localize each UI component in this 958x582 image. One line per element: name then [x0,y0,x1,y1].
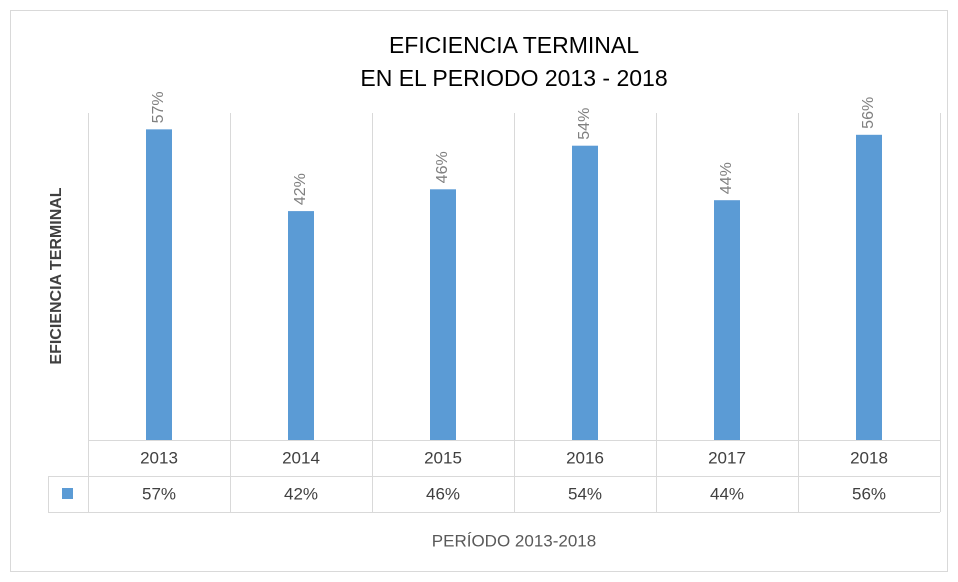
chart-title: EFICIENCIA TERMINAL [389,32,639,58]
bar [856,134,882,441]
data-label: 42% [292,173,309,205]
bar [288,211,314,440]
table-value: 54% [568,484,602,503]
data-label: 44% [718,162,735,194]
x-tick-label: 2016 [566,448,604,467]
table-value: 57% [142,484,176,503]
bar [430,189,456,440]
x-tick-label: 2013 [140,448,178,467]
data-label: 54% [576,108,593,140]
bar [146,129,172,440]
table-value: 44% [710,484,744,503]
x-axis-label: PERÍODO 2013-2018 [432,531,596,550]
x-tick-label: 2014 [282,448,320,467]
x-tick-label: 2015 [424,448,462,467]
table-value: 56% [852,484,886,503]
y-axis-label: EFICIENCIA TERMINAL [48,187,65,364]
chart-title: EN EL PERIODO 2013 - 2018 [360,65,667,91]
x-tick-label: 2018 [850,448,888,467]
table-value: 42% [284,484,318,503]
data-label: 57% [150,91,167,123]
legend-key [62,488,73,499]
bar [572,145,598,440]
table-value: 46% [426,484,460,503]
x-tick-label: 2017 [708,448,746,467]
data-label: 46% [434,151,451,183]
data-label: 56% [860,97,877,129]
bar [714,200,740,440]
